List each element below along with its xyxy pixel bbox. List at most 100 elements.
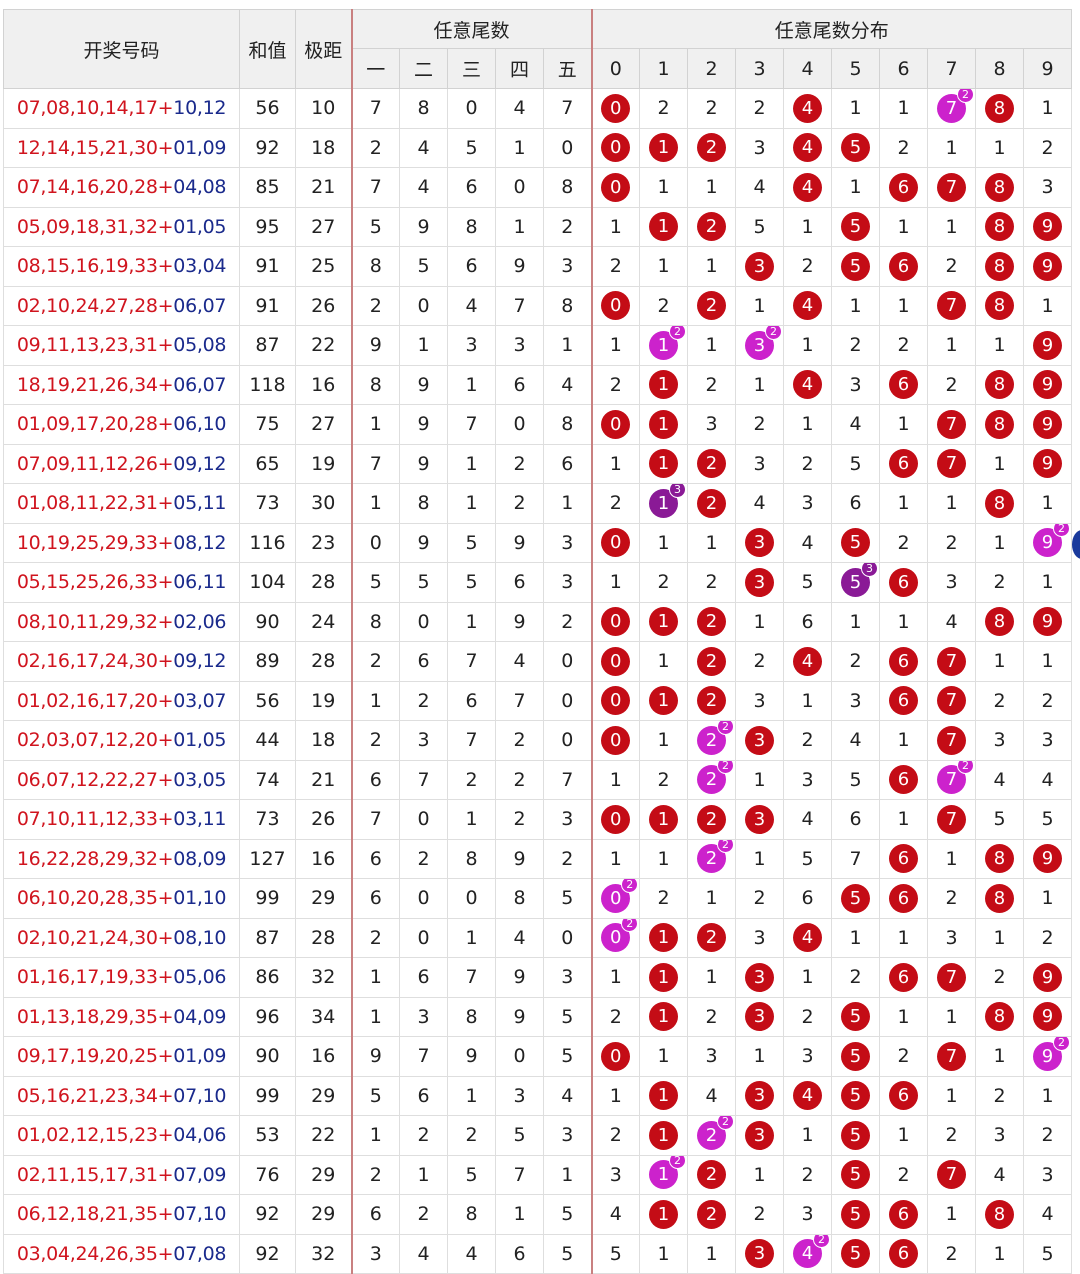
back-numbers: 04,06 <box>173 1124 227 1147</box>
span-cell: 19 <box>295 680 352 721</box>
hit-cell: 8 <box>975 246 1024 287</box>
tail-cell: 0 <box>543 641 592 682</box>
digit-ball: 2 <box>697 1199 726 1229</box>
draw-numbers-cell: 08,10,11,29,32+02,06 <box>3 601 240 642</box>
tail-cell: 6 <box>495 364 544 405</box>
tail-cell: 6 <box>495 1233 544 1274</box>
digit-ball: 8 <box>985 93 1014 123</box>
hit-cell: 2 <box>687 680 736 721</box>
table-row: 16,22,28,29,32+08,09 127 16 6 2 8 9 2 1 1 2 2 1 5 7 6 1 8… <box>3 838 1072 879</box>
tail-cell: 6 <box>447 246 496 287</box>
digit-ball: 8 <box>985 607 1014 637</box>
header-digit-9: 9 <box>1023 48 1072 89</box>
front-numbers: 06,10,20,28,35 <box>16 887 158 910</box>
miss-count-cell: 2 <box>927 1115 976 1156</box>
digit-ball: 8 <box>985 1002 1014 1032</box>
miss-count-cell: 3 <box>927 562 976 603</box>
miss-count-cell: 1 <box>639 838 688 879</box>
miss-count-cell: 2 <box>879 127 928 168</box>
digit-ball: 2 <box>697 646 726 676</box>
hit-cell: 6 <box>879 759 928 800</box>
miss-count-cell: 2 <box>735 641 784 682</box>
plus-sign: + <box>157 650 174 673</box>
span-cell: 21 <box>295 167 352 208</box>
front-numbers: 01,02,12,15,23 <box>16 1124 158 1147</box>
draw-numbers-cell: 02,03,07,12,20+01,05 <box>3 720 240 761</box>
tail-cell: 8 <box>495 878 544 919</box>
plus-sign: + <box>157 847 174 870</box>
hit-cell: 3 <box>735 246 784 287</box>
digit-ball: 7 <box>937 449 966 479</box>
back-numbers: 01,09 <box>173 1045 227 1068</box>
miss-count-cell: 1 <box>735 285 784 326</box>
hit-cell: 8 <box>975 483 1024 524</box>
sum-cell: 44 <box>239 720 296 761</box>
hit-cell: 3 <box>735 1233 784 1274</box>
miss-count-cell: 2 <box>975 1075 1024 1116</box>
header-draw-numbers: 开奖号码 <box>3 9 240 89</box>
span-cell: 16 <box>295 364 352 405</box>
span-cell: 24 <box>295 601 352 642</box>
miss-count-cell: 1 <box>735 601 784 642</box>
digit-ball: 7 <box>937 1160 966 1190</box>
miss-count-cell: 1 <box>831 167 880 208</box>
digit-ball: 5 <box>841 133 870 163</box>
tail-cell: 9 <box>495 838 544 879</box>
front-numbers: 05,15,25,26,33 <box>16 571 158 594</box>
miss-count-cell: 2 <box>831 957 880 998</box>
tail-cell: 9 <box>399 443 448 484</box>
back-numbers: 04,09 <box>173 1005 227 1028</box>
miss-count-cell: 1 <box>639 246 688 287</box>
miss-count-cell: 1 <box>927 1075 976 1116</box>
tail-cell: 2 <box>495 443 544 484</box>
front-numbers: 05,16,21,23,34 <box>16 1084 158 1107</box>
miss-count-cell: 2 <box>1023 917 1072 958</box>
miss-count-cell: 2 <box>783 996 832 1037</box>
tail-cell: 1 <box>447 917 496 958</box>
header-tail-2: 二 <box>399 48 448 89</box>
digit-ball: 8 <box>985 370 1014 400</box>
sum-cell: 116 <box>239 522 296 563</box>
header-digit-2: 2 <box>687 48 736 89</box>
digit-ball: 6 <box>889 646 918 676</box>
tail-cell: 8 <box>447 1194 496 1235</box>
back-numbers: 06,07 <box>173 373 227 396</box>
tail-cell: 0 <box>543 720 592 761</box>
digit-ball: 0 <box>601 291 631 321</box>
hit-cell: 4 <box>783 364 832 405</box>
hit-cell: 0 <box>590 285 640 326</box>
plus-sign: + <box>157 136 174 159</box>
table-row: 05,09,18,31,32+01,05 95 27 5 9 8 1 2 1 1 2 5 1 5 1 1 8 9 <box>3 206 1072 247</box>
front-numbers: 08,15,16,19,33 <box>16 255 158 278</box>
count-badge: 2 <box>669 1155 686 1170</box>
digit-ball: 1 <box>649 370 678 400</box>
miss-count-cell: 2 <box>687 88 736 129</box>
table-row: 18,19,21,26,34+06,07 118 16 8 9 1 6 4 2 1 2 1 4 3 6 2 8 9 <box>3 364 1072 405</box>
hit-cell: 1 <box>639 1075 688 1116</box>
tail-cell: 4 <box>399 1233 448 1274</box>
table-row: 07,10,11,12,33+03,11 73 26 7 0 1 2 3 0 1 2 3 4 6 1 7 5 5 <box>3 799 1072 840</box>
miss-count-cell: 2 <box>975 562 1024 603</box>
count-badge: 2 <box>1053 1037 1070 1051</box>
front-numbers: 06,07,12,22,27 <box>16 768 158 791</box>
miss-count-cell: 1 <box>687 167 736 208</box>
hit-cell: 1 <box>639 1194 688 1235</box>
digit-ball: 8 <box>985 1199 1014 1229</box>
tail-cell: 8 <box>350 601 400 642</box>
span-cell: 28 <box>295 917 352 958</box>
miss-count-cell: 2 <box>590 364 640 405</box>
front-numbers: 07,09,11,12,26 <box>16 452 158 475</box>
hit-cell: 3 <box>735 996 784 1037</box>
digit-ball: 1 <box>649 686 678 716</box>
digit-ball: 6 <box>889 172 918 202</box>
digit-ball: 5 <box>841 1160 870 1190</box>
hit-cell: 3 <box>735 720 784 761</box>
digit-ball: 8 <box>985 172 1014 202</box>
miss-count-cell: 4 <box>1023 1194 1072 1235</box>
span-cell: 30 <box>295 483 352 524</box>
digit-ball: 2 <box>697 686 726 716</box>
tail-cell: 1 <box>350 680 400 721</box>
